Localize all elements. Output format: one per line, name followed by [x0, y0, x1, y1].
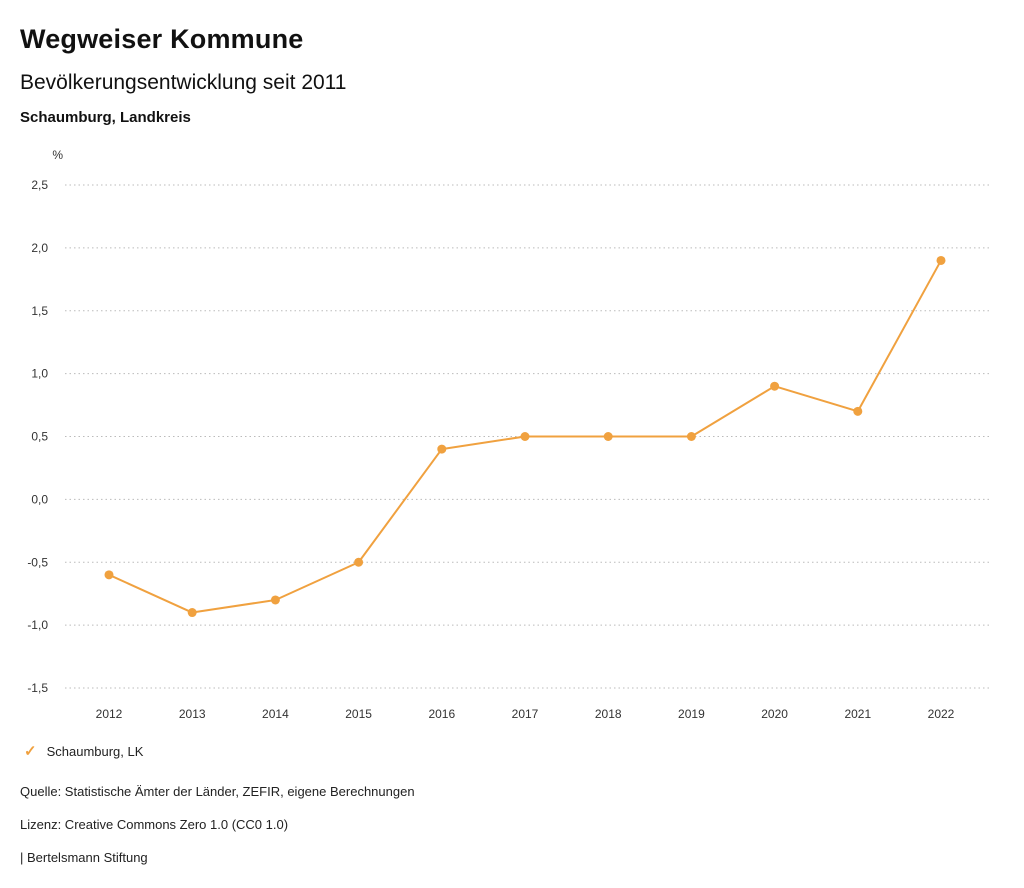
y-tick-label: 0,0 [31, 492, 48, 506]
x-tick-label: 2015 [345, 707, 372, 721]
y-tick-label: 0,5 [31, 430, 48, 444]
license-text: Lizenz: Creative Commons Zero 1.0 (CC0 1… [20, 817, 289, 832]
line-chart: % 2,5 2,0 1,5 1,0 0,5 0,0 -0,5 -1,0 -1,5 2012 2013 2… [27, 148, 990, 721]
x-tick-label: 2018 [595, 707, 622, 721]
y-tick-label: 2,0 [31, 241, 48, 255]
x-tick-label: 2016 [428, 707, 455, 721]
check-icon: ✓ [24, 743, 37, 760]
publisher-text: | Bertelsmann Stiftung [20, 850, 148, 865]
y-axis-unit-label: % [52, 148, 63, 162]
data-point[interactable] [520, 432, 530, 441]
y-tick-label: 1,5 [31, 304, 48, 318]
header: Wegweiser Kommune Bevölkerungsentwicklun… [0, 0, 1024, 126]
data-point[interactable] [354, 557, 364, 567]
y-tick-label: -1,5 [27, 681, 48, 695]
y-tick-label: 2,5 [31, 178, 48, 192]
x-tick-label: 2020 [761, 707, 788, 721]
x-tick-label: 2019 [678, 707, 705, 721]
chart-title: Bevölkerungsentwicklung seit 2011 [20, 71, 347, 94]
data-point[interactable] [770, 381, 780, 391]
y-tick-label: -0,5 [27, 555, 48, 569]
x-tick-label: 2014 [262, 707, 289, 721]
data-point[interactable] [853, 406, 863, 416]
y-tick-label: 1,0 [31, 367, 48, 381]
data-point[interactable] [270, 595, 280, 605]
x-tick-label: 2021 [844, 707, 871, 721]
source-text: Quelle: Statistische Ämter der Länder, Z… [20, 784, 415, 799]
chart-area: % 2,5 2,0 1,5 1,0 0,5 0,0 -0,5 -1,0 -1,5 2012 2013 2… [0, 140, 1024, 740]
page-title: Wegweiser Kommune [20, 24, 304, 54]
x-tick-label: 2012 [96, 707, 123, 721]
footer: Quelle: Statistische Ämter der Länder, Z… [20, 784, 920, 883]
data-point[interactable] [104, 570, 114, 580]
legend: ✓ Schaumburg, LK [24, 744, 143, 759]
data-point[interactable] [936, 255, 946, 265]
legend-item-schaumburg[interactable]: Schaumburg, LK [46, 744, 144, 759]
data-point[interactable] [187, 608, 197, 618]
x-tick-label: 2017 [512, 707, 539, 721]
x-tick-label: 2013 [179, 707, 206, 721]
data-point[interactable] [603, 432, 613, 441]
region-label: Schaumburg, Landkreis [20, 109, 191, 126]
x-tick-label: 2022 [928, 707, 955, 721]
data-point[interactable] [437, 444, 447, 454]
y-tick-label: -1,0 [27, 618, 48, 632]
data-point[interactable] [686, 432, 696, 441]
